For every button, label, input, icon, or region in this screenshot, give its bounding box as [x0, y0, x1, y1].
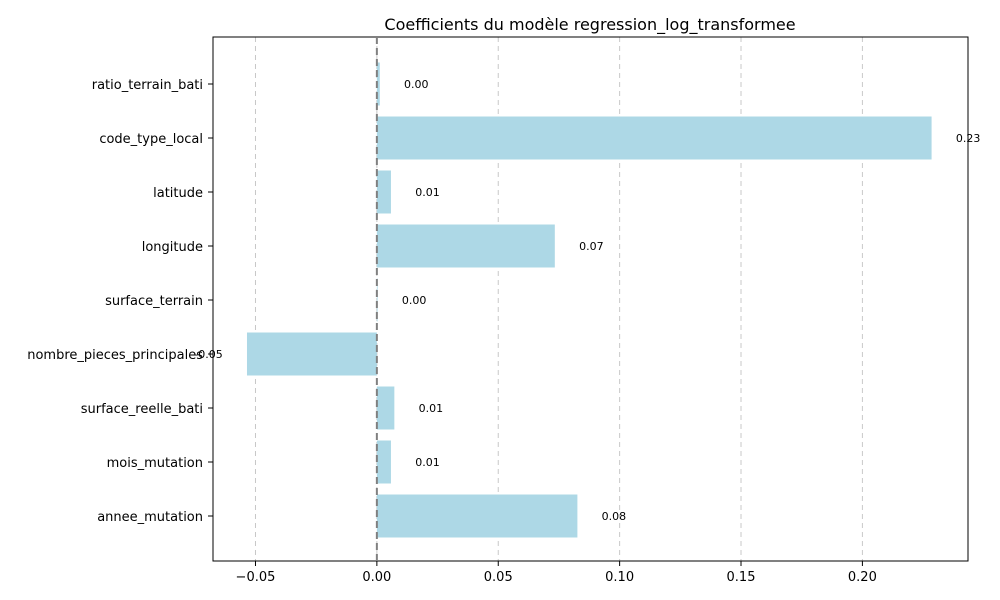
category-label: code_type_local — [99, 132, 203, 147]
x-tick-label: 0.05 — [484, 570, 513, 585]
x-tick-label: 0.20 — [848, 570, 877, 585]
category-label: latitude — [153, 186, 203, 201]
category-label: longitude — [142, 240, 203, 255]
bar-annee-mutation — [376, 494, 578, 538]
bar-surface-terrain — [376, 278, 378, 322]
category-label: surface_terrain — [105, 294, 203, 309]
category-label: mois_mutation — [107, 456, 203, 471]
x-tick-label: −0.05 — [236, 570, 276, 585]
category-label: surface_reelle_bati — [81, 402, 203, 417]
plot-frame — [212, 36, 969, 562]
category-label: annee_mutation — [97, 510, 203, 525]
bar-ratio-terrain-bati — [376, 62, 380, 106]
bar-nombre-pieces-principales — [246, 332, 377, 376]
data-label: 0.08 — [602, 510, 627, 523]
bar-latitude — [376, 170, 391, 214]
x-gridlines — [254, 37, 863, 561]
data-label: 0.01 — [415, 456, 440, 469]
category-labels: ratio_terrain_bati code_type_locallatitud… — [27, 78, 203, 525]
bar-longitude — [376, 224, 555, 268]
data-label: 0.07 — [579, 240, 604, 253]
x-tick-label: 0.10 — [605, 570, 634, 585]
bars — [246, 62, 932, 538]
data-labels: 0.000.230.010.070.00-0.050.010.010.08 — [194, 78, 980, 523]
data-label: 0.00 — [402, 294, 427, 307]
x-axis-ticks: −0.05 0.00 0.05 0.10 0.15 0.20 — [208, 83, 877, 585]
bar-code-type-local — [376, 116, 932, 160]
data-label: 0.01 — [419, 402, 444, 415]
category-label: nombre_pieces_principales — [27, 348, 203, 363]
x-tick-label: 0.15 — [727, 570, 756, 585]
data-label: 0.00 — [404, 78, 429, 91]
bar-mois-mutation — [376, 440, 391, 484]
data-label: 0.01 — [415, 186, 440, 199]
bar-surface-reelle-bati — [376, 386, 395, 430]
chart-title: Coefficients du modèle regression_log_tr… — [384, 15, 795, 35]
category-label: ratio_terrain_bati — [92, 78, 203, 93]
x-tick-label: 0.00 — [362, 570, 391, 585]
